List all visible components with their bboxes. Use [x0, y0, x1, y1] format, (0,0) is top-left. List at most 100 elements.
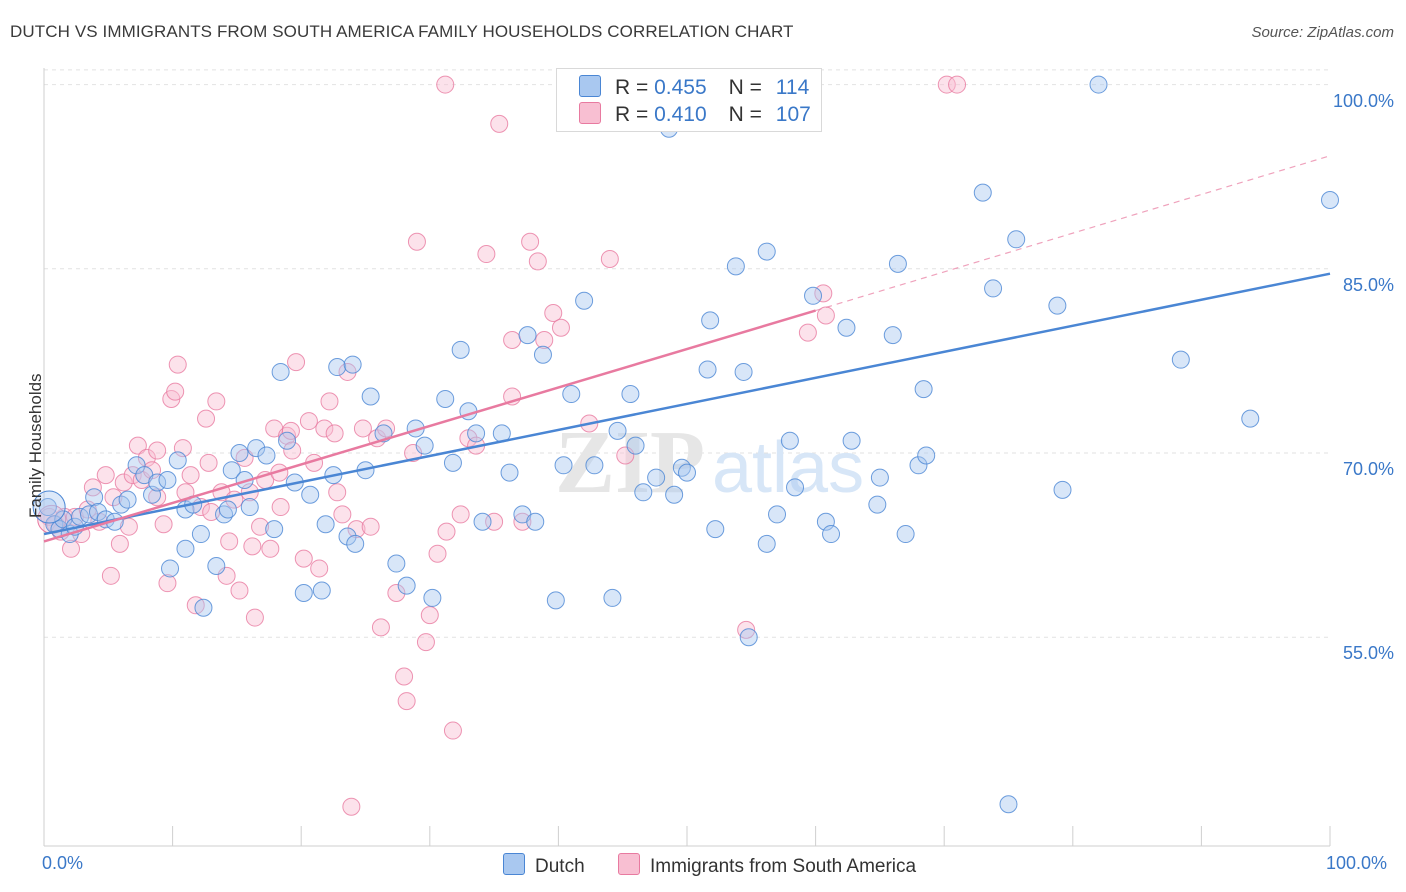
point-dutch-55 [423, 588, 442, 607]
point-dutch-96 [822, 525, 841, 544]
point-immigrants-100 [737, 620, 756, 639]
y-tick-label-1: 85.0% [1342, 274, 1394, 295]
point-dutch-63 [500, 463, 519, 482]
trend-line-dutch [43, 272, 1331, 536]
point-dutch-83 [698, 360, 717, 379]
point-dutch-108 [984, 279, 1003, 298]
point-dutch-65 [518, 326, 537, 345]
point-immigrants-60 [315, 419, 334, 438]
point-dutch-22 [191, 525, 210, 544]
point-immigrants-15 [119, 517, 138, 536]
point-immigrants-51 [271, 498, 290, 517]
trend-line-immigrants-extension [815, 155, 1331, 312]
point-immigrants-12 [101, 566, 120, 585]
point-dutch-19 [168, 451, 187, 470]
legend-swatch-immigrants [618, 853, 640, 875]
point-immigrants-81 [436, 75, 455, 94]
point-dutch-74 [608, 421, 627, 440]
point-dutch-37 [278, 431, 297, 450]
point-immigrants-92 [521, 232, 540, 251]
point-immigrants-93 [528, 252, 547, 271]
n-value: 114 [775, 76, 810, 99]
legend-label-immigrants: Immigrants from South America [650, 856, 917, 877]
point-dutch-71 [575, 291, 594, 310]
point-dutch-82 [678, 463, 696, 482]
point-immigrants-72 [377, 419, 396, 438]
point-dutch-67 [533, 345, 552, 364]
point-immigrants-54 [283, 441, 302, 460]
point-dutch-34 [257, 446, 276, 465]
point-dutch-70 [562, 385, 581, 404]
point-immigrants-80 [428, 544, 447, 563]
point-dutch-40 [301, 485, 320, 504]
r-label: R = [615, 103, 655, 126]
point-immigrants-102 [814, 284, 833, 303]
point-dutch-116 [1089, 75, 1108, 94]
point-dutch-26 [207, 556, 226, 575]
point-immigrants-74 [395, 667, 414, 686]
point-immigrants-30 [181, 466, 200, 485]
legend-swatch-dutch [503, 853, 525, 875]
point-dutch-9 [89, 502, 108, 521]
point-immigrants-48 [261, 539, 280, 558]
point-immigrants-41 [230, 581, 249, 600]
point-dutch-52 [397, 576, 416, 595]
point-dutch-39 [294, 584, 313, 603]
point-immigrants-84 [451, 505, 470, 524]
point-dutch-105 [914, 380, 933, 399]
point-immigrants-90 [503, 331, 522, 350]
r-value: 0.455 [654, 76, 707, 99]
point-dutch-76 [626, 436, 645, 455]
point-dutch-85 [706, 520, 725, 539]
point-immigrants-69 [361, 517, 380, 536]
point-dutch-25 [194, 598, 213, 617]
point-immigrants-82 [437, 522, 456, 541]
point-immigrants-39 [220, 532, 239, 551]
point-dutch-107 [973, 183, 992, 202]
point-dutch-112 [1053, 480, 1072, 499]
point-dutch-13 [118, 490, 137, 509]
point-dutch-29 [222, 461, 241, 480]
point-immigrants-105 [948, 75, 967, 94]
point-dutch-102 [888, 254, 907, 273]
legend-swatch-dutch [579, 75, 601, 97]
point-dutch-80 [665, 485, 684, 504]
point-immigrants-73 [387, 584, 406, 603]
point-immigrants-8 [83, 478, 102, 497]
point-immigrants-94 [535, 331, 554, 350]
point-dutch-100 [870, 468, 889, 487]
point-dutch-28 [218, 500, 237, 519]
point-dutch-8 [85, 488, 104, 507]
series-dutch-points [32, 75, 1339, 814]
point-dutch-99 [868, 495, 887, 514]
point-dutch-93 [786, 478, 805, 497]
n-label: N = [728, 76, 768, 99]
point-dutch-113 [1171, 350, 1190, 369]
point-dutch-54 [415, 436, 434, 455]
point-immigrants-67 [347, 520, 366, 539]
point-immigrants-61 [320, 392, 339, 411]
point-dutch-60 [467, 424, 486, 443]
legend-item-immigrants: Immigrants from South America [618, 853, 916, 878]
point-dutch-cluster [32, 490, 66, 524]
point-dutch-17 [148, 473, 167, 492]
point-dutch-104 [909, 456, 928, 475]
point-dutch-41 [312, 581, 331, 600]
point-immigrants-44 [243, 537, 262, 556]
point-immigrants-13 [110, 534, 129, 553]
point-immigrants-22 [148, 488, 167, 507]
chart-source: Source: ZipAtlas.com [1251, 24, 1394, 41]
point-immigrants-10 [96, 466, 115, 485]
point-dutch-42 [316, 515, 335, 534]
point-dutch-101 [883, 326, 902, 345]
point-immigrants-79 [420, 606, 439, 625]
point-immigrants-55 [287, 353, 306, 372]
point-dutch-98 [842, 431, 861, 450]
point-immigrants-4 [62, 539, 81, 558]
point-immigrants-42 [235, 448, 254, 467]
point-immigrants-53 [281, 421, 300, 440]
point-dutch-46 [343, 355, 362, 374]
point-dutch-90 [757, 534, 776, 553]
point-immigrants-103 [816, 306, 835, 325]
point-immigrants-75 [397, 692, 416, 711]
